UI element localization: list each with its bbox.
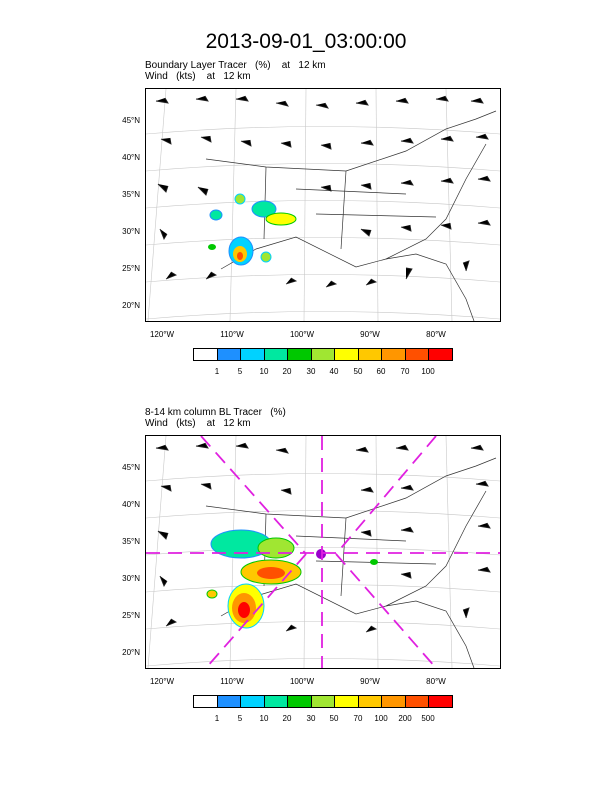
panel2-map-svg [146, 436, 500, 668]
panel1-lon-label-90: 90°W [360, 330, 380, 339]
panel2-colorbar-swatch [405, 696, 430, 707]
panel2-colorbar-label: 5 [237, 714, 243, 723]
panel2-colorbar-label: 20 [282, 714, 292, 723]
panel1-colorbar-swatch [217, 349, 242, 360]
panel1-lat-label-40: 40°N [122, 153, 140, 162]
panel2-subtitle-line1: 8-14 km column BL Tracer (%) [145, 407, 286, 418]
figure-title: 2013-09-01_03:00:00 [205, 30, 407, 53]
panel2-tracer-blobs [206, 529, 378, 629]
panel1-colorbar-label: 100 [421, 367, 435, 376]
panel2-colorbar-swatch [241, 696, 265, 707]
panel2-colorbar-swatch [288, 696, 312, 707]
panel1-boundaries [205, 110, 497, 321]
panel1-colorbar-label: 1 [214, 367, 220, 376]
panel2-colorbar-label: 100 [374, 714, 388, 723]
panel1-colorbar-swatch [358, 349, 383, 360]
panel1-colorbar-label: 20 [282, 367, 292, 376]
panel2-colorbar-label: 30 [306, 714, 316, 723]
panel2-colorbar [193, 695, 453, 708]
panel2-colorbar-label: 200 [398, 714, 412, 723]
panel1-lat-label-35: 35°N [122, 190, 140, 199]
panel2-colorbar-swatch [217, 696, 242, 707]
panel2-colorbar-swatch [264, 696, 289, 707]
panel1-colorbar-swatch [429, 349, 453, 360]
panel1-lat-label-30: 30°N [122, 227, 140, 236]
panel2-colorbar-label: 500 [421, 714, 435, 723]
panel2-lon-label-90: 90°W [360, 677, 380, 686]
panel2-subtitle-line2: Wind (kts) at 12 km [145, 418, 251, 429]
panel2-cross-section-lines [146, 436, 500, 668]
panel2-lat-label-45: 45°N [122, 463, 140, 472]
panel1-colorbar-label: 5 [237, 367, 243, 376]
panel1-colorbar [193, 348, 453, 361]
panel1-colorbar-label: 70 [400, 367, 410, 376]
panel2-colorbar-label: 10 [259, 714, 269, 723]
panel1-lon-label-110: 110°W [220, 330, 244, 339]
panel1-colorbar-swatch [264, 349, 289, 360]
panel1-wind-barbs [155, 95, 491, 288]
panel1-colorbar-label: 10 [259, 367, 269, 376]
panel1-subtitle-line2: Wind (kts) at 12 km [145, 71, 251, 82]
panel2-colorbar-swatch [358, 696, 383, 707]
panel1-colorbar-swatch [335, 349, 359, 360]
panel2-wind-barbs [155, 442, 491, 633]
panel1-colorbar-label: 60 [376, 367, 386, 376]
panel2-colorbar-label: 50 [329, 714, 339, 723]
panel1-lat-label-45: 45°N [122, 116, 140, 125]
panel2-colorbar-label: 70 [353, 714, 363, 723]
panel1-colorbar-swatch [311, 349, 336, 360]
panel2-colorbar-swatch [311, 696, 336, 707]
panel1-map [145, 88, 501, 322]
panel1-map-svg [146, 89, 500, 321]
panel2-lat-label-25: 25°N [122, 611, 140, 620]
panel2-lon-label-120: 120°W [149, 677, 175, 686]
panel2-lon-label-80: 80°W [426, 677, 446, 686]
panel2-lon-label-100: 100°W [289, 677, 315, 686]
panel1-colorbar-swatch [241, 349, 265, 360]
panel2-lat-label-20: 20°N [122, 648, 140, 657]
panel2-map [145, 435, 501, 669]
panel1-tracer-blobs [208, 193, 297, 266]
panel1-subtitle-line1: Boundary Layer Tracer (%) at 12 km [145, 60, 326, 71]
panel1-lat-label-25: 25°N [122, 264, 140, 273]
panel1-colorbar-swatch [194, 349, 218, 360]
panel2-lat-label-40: 40°N [122, 500, 140, 509]
panel1-colorbar-label: 50 [353, 367, 363, 376]
panel2-colorbar-swatch [429, 696, 453, 707]
panel2-lat-label-35: 35°N [122, 537, 140, 546]
panel2-colorbar-swatch [335, 696, 359, 707]
panel2-colorbar-label: 1 [214, 714, 220, 723]
panel1-colorbar-swatch [288, 349, 312, 360]
panel2-boundaries [205, 457, 497, 668]
panel1-lon-label-80: 80°W [426, 330, 446, 339]
panel2-colorbar-swatch [194, 696, 218, 707]
panel1-lat-label-20: 20°N [122, 301, 140, 310]
panel1-colorbar-label: 40 [329, 367, 339, 376]
panel2-lon-label-110: 110°W [220, 677, 244, 686]
panel1-colorbar-swatch [382, 349, 406, 360]
panel1-lon-label-120: 120°W [149, 330, 175, 339]
panel1-graticule [146, 89, 500, 321]
panel2-colorbar-swatch [382, 696, 406, 707]
panel1-lon-label-100: 100°W [289, 330, 315, 339]
panel1-colorbar-label: 30 [306, 367, 316, 376]
panel2-lat-label-30: 30°N [122, 574, 140, 583]
panel1-colorbar-swatch [405, 349, 430, 360]
